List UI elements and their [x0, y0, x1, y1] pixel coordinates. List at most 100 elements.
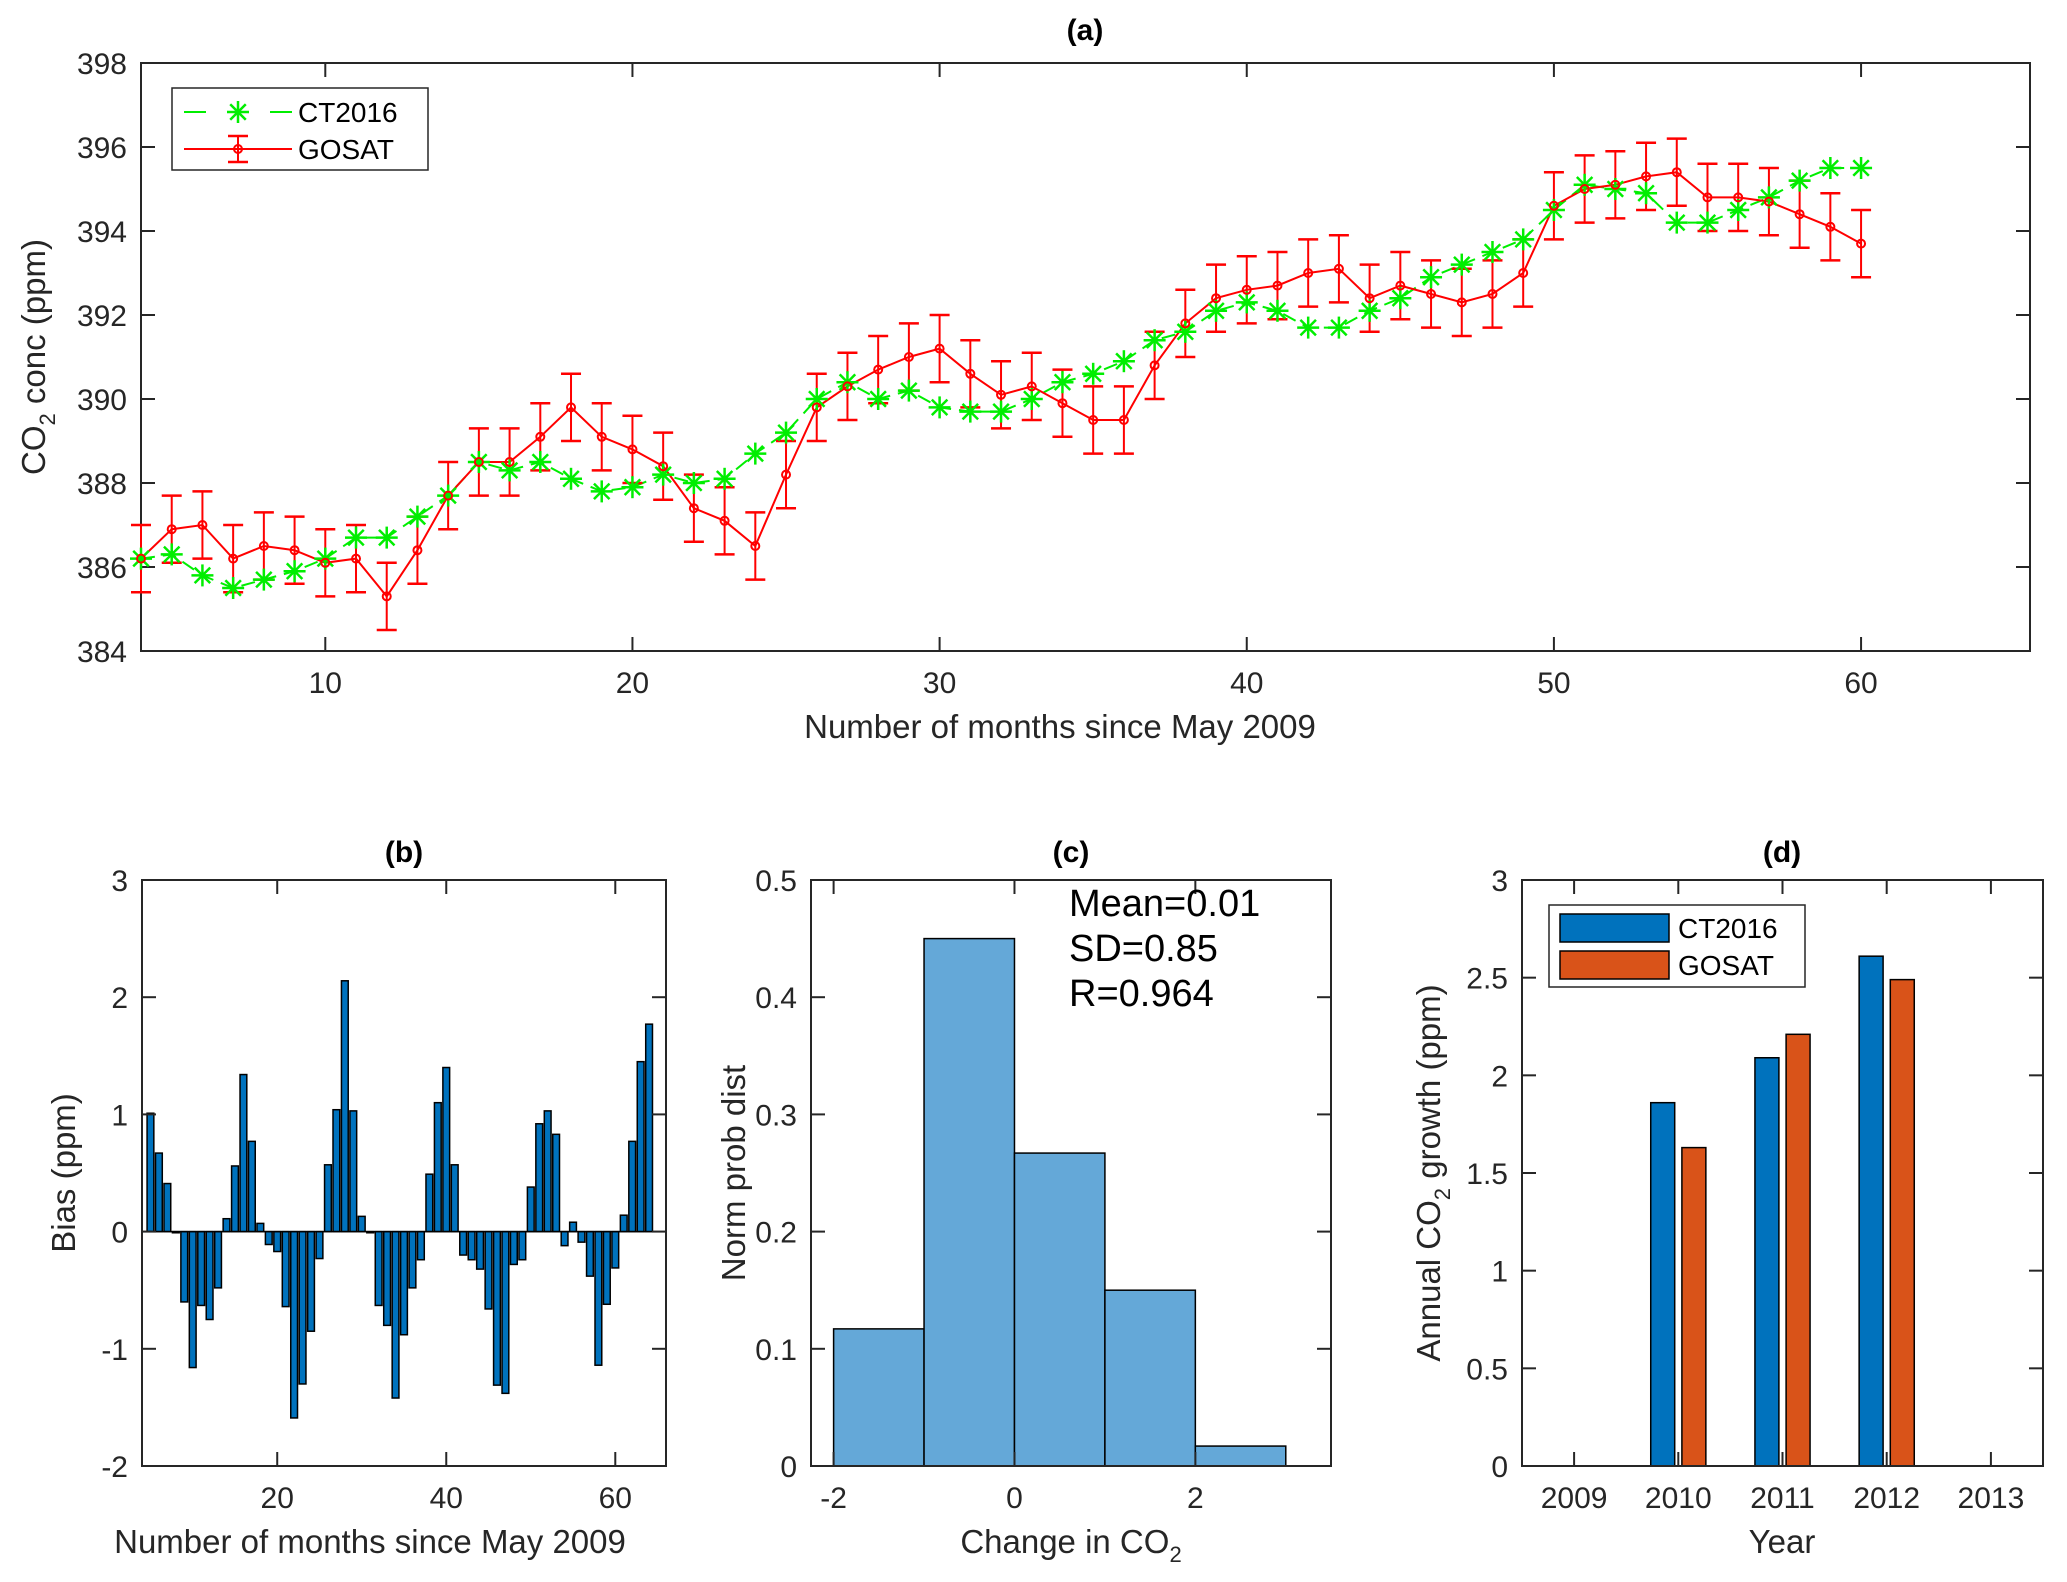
ct2016-point — [1051, 371, 1074, 394]
asterisk-stroke — [746, 444, 764, 463]
gosat-point — [1610, 179, 1621, 190]
panel-a-xtick-label: 50 — [1537, 667, 1570, 700]
bias-bar — [467, 1230, 476, 1261]
ct2016-point — [1420, 266, 1443, 289]
gosat-point — [351, 553, 362, 564]
bias-bar — [551, 1133, 561, 1233]
panel-c: (c) -2 0 2 0 0.1 0.2 0.3 0.4 0.5 Change in CO2 N… — [715, 836, 1332, 1567]
panel-a-ytick-label: 398 — [77, 48, 127, 81]
ct2016-point — [682, 472, 705, 494]
bias-bar — [222, 1217, 231, 1233]
panel-a-xlabel: Number of months since May 2009 — [804, 708, 1316, 745]
panel-c-ytick-label: 0.1 — [755, 1334, 797, 1367]
panel-b-xtick-label: 20 — [261, 1482, 294, 1515]
ct2016-point — [1020, 388, 1043, 410]
gosat-point — [1364, 293, 1375, 304]
asterisk-stroke — [654, 465, 672, 484]
panel-d-xtick-label: 2009 — [1541, 1482, 1608, 1515]
asterisk-stroke — [1330, 318, 1348, 337]
asterisk-stroke — [1268, 302, 1287, 320]
panel-a-xtick-label: 60 — [1844, 667, 1877, 700]
panel-d-title: (d) — [1763, 836, 1801, 869]
gosat-point — [996, 389, 1007, 400]
bias-bar — [298, 1230, 307, 1385]
bias-bar — [628, 1140, 637, 1233]
gosat-point — [412, 545, 423, 556]
panel-a-ytick-label: 392 — [77, 300, 127, 333]
asterisk-stroke — [1391, 289, 1409, 307]
ct2016-point — [897, 379, 920, 402]
panel-c-ytick-label: 0.2 — [755, 1217, 797, 1250]
panel-a-legend: CT2016 GOSAT — [171, 87, 429, 171]
gosat-point — [1487, 289, 1498, 299]
panel-c-axes-box — [810, 879, 1332, 1467]
asterisk-stroke — [869, 390, 887, 408]
bias-bar — [526, 1186, 535, 1233]
ct2016-point — [1297, 316, 1320, 339]
ct2016-point — [1450, 253, 1473, 276]
gosat-point — [1702, 192, 1713, 203]
asterisk-stroke — [1115, 352, 1133, 370]
ct2016-point — [345, 526, 368, 549]
ct2016-point — [1512, 228, 1535, 251]
bias-bar — [492, 1230, 502, 1386]
panel-d-ytick-label: 2 — [1491, 1060, 1508, 1093]
panel-d-ytick-label: 1 — [1491, 1256, 1508, 1289]
panel-a-xtick-label: 30 — [923, 667, 956, 700]
gosat-point — [320, 557, 331, 568]
ct2016-point — [959, 400, 982, 423]
bias-bar — [518, 1230, 527, 1261]
bias-bar — [332, 1108, 341, 1233]
asterisk-stroke — [378, 528, 396, 547]
asterisk-stroke — [1053, 373, 1072, 391]
panel-a: (a) 10 20 30 40 50 60 384 386 388 390 392 394 396 398… — [15, 14, 2031, 745]
panel-d-ytick-label: 2.5 — [1466, 963, 1508, 996]
panel-b-axes-box — [141, 879, 667, 1467]
panel-c-ytick-label: 0.4 — [755, 982, 797, 1015]
gosat-point — [1303, 268, 1314, 278]
asterisk-stroke — [408, 507, 427, 526]
gosat-point — [1825, 221, 1836, 232]
panel-b-ytick-label: -2 — [101, 1451, 128, 1484]
legend-label-gosat: GOSAT — [1678, 950, 1774, 981]
gosat-point — [1763, 196, 1774, 207]
bias-bar — [442, 1066, 451, 1233]
asterisk-stroke — [1145, 331, 1164, 349]
gosat-point — [1641, 171, 1652, 182]
bias-bar — [425, 1173, 434, 1233]
bias-bar — [289, 1230, 299, 1419]
panel-b-ytick-label: 1 — [111, 1099, 128, 1132]
ct2016-point — [529, 451, 552, 473]
panel-b-ytick-label: 3 — [111, 865, 128, 898]
asterisk-stroke — [1422, 268, 1440, 286]
gosat-point — [1456, 297, 1467, 308]
panel-d-xtick-label: 2011 — [1750, 1482, 1815, 1515]
bias-bar — [602, 1230, 611, 1306]
asterisk-stroke — [623, 478, 642, 496]
panel-a-title: (a) — [1067, 14, 1104, 47]
ct2016-point — [621, 476, 644, 499]
panel-a-ytick-label: 388 — [77, 468, 127, 501]
gosat-point — [627, 444, 638, 455]
bias-bar — [374, 1230, 383, 1307]
legend-swatch-gosat — [1559, 950, 1670, 980]
gosat-point — [1733, 192, 1744, 203]
gosat-point — [197, 520, 208, 530]
legend-asterisk — [227, 101, 249, 123]
asterisk-stroke — [1637, 184, 1655, 202]
panel-a-ytick-label: 390 — [77, 384, 127, 417]
bias-bar — [408, 1230, 417, 1289]
ct2016-point — [1143, 329, 1166, 352]
panel-c-xlabel: Change in CO2 — [960, 1523, 1181, 1567]
ct2016-point — [160, 543, 183, 566]
asterisk-stroke — [562, 470, 580, 488]
ct2016-point — [130, 547, 152, 570]
gosat-point — [1211, 293, 1222, 304]
bias-bar — [611, 1230, 620, 1269]
asterisk-stroke — [1821, 159, 1840, 177]
panel-b-title: (b) — [385, 836, 423, 869]
ct2016-point — [498, 459, 521, 482]
panel-d-xtick-label: 2010 — [1645, 1482, 1712, 1515]
ct2016-point — [867, 388, 890, 410]
bias-bar — [239, 1073, 248, 1233]
